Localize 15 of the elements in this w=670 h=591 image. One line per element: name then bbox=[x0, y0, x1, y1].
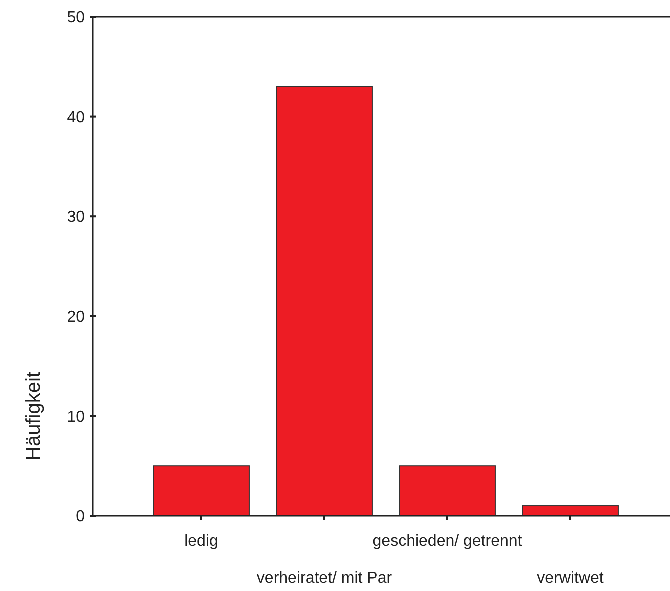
bar bbox=[399, 466, 496, 516]
bar bbox=[276, 86, 373, 516]
bar bbox=[522, 506, 619, 516]
y-tick-label: 50 bbox=[67, 10, 86, 27]
y-tick-label: 30 bbox=[67, 209, 86, 226]
y-tick-label: 20 bbox=[67, 309, 86, 326]
bar bbox=[153, 466, 250, 516]
y-tick-label: 0 bbox=[76, 508, 86, 526]
x-tick-label: ledig bbox=[184, 533, 218, 550]
y-axis-title: Häufigkeit bbox=[23, 372, 45, 461]
y-tick-label: 40 bbox=[67, 109, 86, 126]
x-tick-label: geschieden/ getrennt bbox=[372, 533, 523, 550]
x-tick-label: verheiratet/ mit Par bbox=[256, 570, 393, 587]
x-tick-label: verwitwet bbox=[537, 570, 604, 587]
y-tick-label: 10 bbox=[67, 408, 86, 426]
